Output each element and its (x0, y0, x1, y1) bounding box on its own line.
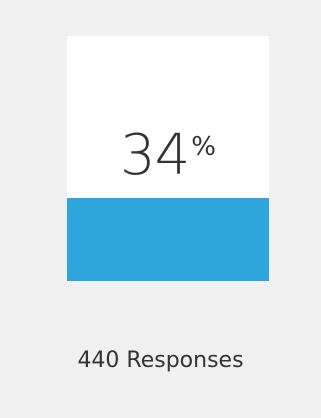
percent-fill-bar (67, 197, 269, 281)
responses-count-label: 440 Responses (77, 348, 244, 373)
percent-stat-card: 34% (67, 36, 269, 281)
percent-value: 34% (67, 128, 269, 184)
percent-symbol: % (191, 132, 216, 162)
percent-number: 34 (120, 123, 190, 188)
